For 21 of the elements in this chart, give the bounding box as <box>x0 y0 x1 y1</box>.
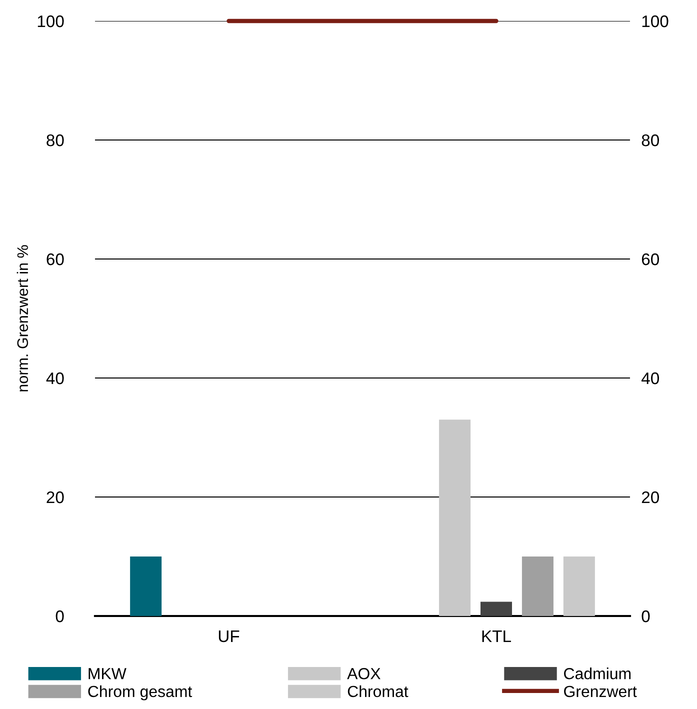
legend-label: Chrom gesamt <box>88 685 192 700</box>
x-tick-label: UF <box>218 630 240 642</box>
y-tick-label: 60 <box>46 253 64 266</box>
legend-label: Grenzwert <box>564 686 637 698</box>
y-axis-title: norm. Grenzwert in % <box>16 245 28 392</box>
x-tick-label: KTL <box>482 630 511 642</box>
y-tick-label: 100 <box>38 15 64 28</box>
legend-label: Chromat <box>348 685 408 698</box>
y2-tick-label: 40 <box>641 372 659 384</box>
y2-tick-label: 100 <box>642 15 668 28</box>
y-tick-label: 20 <box>46 491 64 504</box>
legend-label: Cadmium <box>564 668 631 680</box>
y2-tick-label: 20 <box>642 491 659 504</box>
legend-label: MKW <box>88 668 126 680</box>
y2-tick-label: 0 <box>642 610 650 622</box>
y2-tick-label: 60 <box>642 253 659 266</box>
y-tick-label: 80 <box>46 134 64 146</box>
legend-label: AOX <box>347 668 380 680</box>
y2-tick-label: 80 <box>642 134 659 146</box>
y-tick-label: 0 <box>56 610 64 622</box>
y-tick-label: 40 <box>46 372 64 384</box>
